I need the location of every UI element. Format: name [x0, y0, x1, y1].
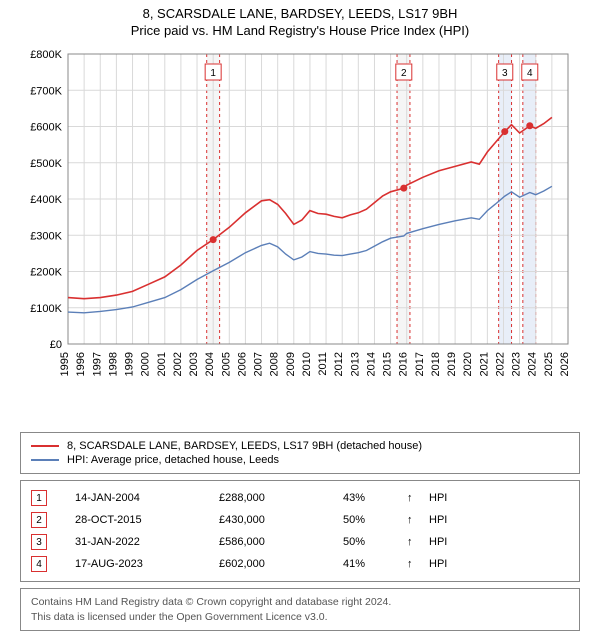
svg-text:2001: 2001	[156, 352, 168, 376]
svg-text:2009: 2009	[285, 352, 297, 376]
legend-swatch	[31, 459, 59, 461]
footer-line: This data is licensed under the Open Gov…	[31, 610, 569, 625]
svg-text:2016: 2016	[398, 352, 410, 376]
svg-text:2010: 2010	[301, 352, 313, 376]
footer-line: Contains HM Land Registry data © Crown c…	[31, 595, 569, 610]
svg-text:1997: 1997	[91, 352, 103, 376]
svg-text:1998: 1998	[107, 352, 119, 376]
sale-pct: 50%	[343, 536, 403, 548]
svg-text:2017: 2017	[414, 352, 426, 376]
svg-text:1: 1	[210, 68, 216, 79]
svg-text:2007: 2007	[253, 352, 265, 376]
svg-text:£800K: £800K	[30, 49, 62, 61]
svg-text:£200K: £200K	[30, 267, 62, 279]
svg-text:1996: 1996	[75, 352, 87, 376]
legend-label: 8, SCARSDALE LANE, BARDSEY, LEEDS, LS17 …	[67, 440, 422, 452]
svg-text:2012: 2012	[333, 352, 345, 376]
svg-text:2006: 2006	[236, 352, 248, 376]
svg-text:2023: 2023	[511, 352, 523, 376]
sale-marker-box: 3	[31, 534, 47, 550]
svg-text:2002: 2002	[172, 352, 184, 376]
sale-date: 28-OCT-2015	[75, 514, 215, 526]
legend-item: HPI: Average price, detached house, Leed…	[31, 453, 569, 467]
svg-text:2019: 2019	[446, 352, 458, 376]
svg-text:2000: 2000	[140, 352, 152, 376]
sale-marker-box: 2	[31, 512, 47, 528]
arrow-up-icon: ↑	[407, 492, 425, 504]
svg-text:2022: 2022	[494, 352, 506, 376]
svg-text:2018: 2018	[430, 352, 442, 376]
price-chart: £0 £100K £200K £300K £400K £500K £600K £700K £80…	[20, 46, 580, 396]
legend: 8, SCARSDALE LANE, BARDSEY, LEEDS, LS17 …	[20, 432, 580, 474]
svg-text:2008: 2008	[269, 352, 281, 376]
svg-text:2026: 2026	[559, 352, 571, 376]
svg-text:1999: 1999	[124, 352, 136, 376]
sale-pct: 43%	[343, 492, 403, 504]
svg-text:2011: 2011	[317, 352, 329, 376]
svg-text:£400K: £400K	[30, 194, 62, 206]
svg-text:4: 4	[527, 68, 533, 79]
sale-price: £288,000	[219, 492, 339, 504]
arrow-up-icon: ↑	[407, 558, 425, 570]
arrow-up-icon: ↑	[407, 514, 425, 526]
sale-suffix: HPI	[429, 514, 569, 526]
table-row: 1 14-JAN-2004 £288,000 43% ↑ HPI	[31, 487, 569, 509]
sale-price: £602,000	[219, 558, 339, 570]
title-line1: 8, SCARSDALE LANE, BARDSEY, LEEDS, LS17 …	[10, 6, 590, 21]
legend-label: HPI: Average price, detached house, Leed…	[67, 454, 279, 466]
svg-text:£300K: £300K	[30, 230, 62, 242]
svg-text:£600K: £600K	[30, 122, 62, 134]
sale-suffix: HPI	[429, 492, 569, 504]
sale-suffix: HPI	[429, 536, 569, 548]
sale-marker-box: 1	[31, 490, 47, 506]
svg-text:2020: 2020	[462, 352, 474, 376]
chart-title: 8, SCARSDALE LANE, BARDSEY, LEEDS, LS17 …	[10, 6, 590, 38]
svg-text:2013: 2013	[349, 352, 361, 376]
svg-text:2: 2	[401, 68, 407, 79]
sale-price: £586,000	[219, 536, 339, 548]
svg-text:2004: 2004	[204, 352, 216, 376]
svg-text:2003: 2003	[188, 352, 200, 376]
svg-text:£100K: £100K	[30, 303, 62, 315]
sale-price: £430,000	[219, 514, 339, 526]
sale-marker-box: 4	[31, 556, 47, 572]
title-line2: Price paid vs. HM Land Registry's House …	[10, 23, 590, 38]
svg-text:2024: 2024	[527, 352, 539, 376]
sale-date: 14-JAN-2004	[75, 492, 215, 504]
svg-text:3: 3	[502, 68, 508, 79]
svg-text:£700K: £700K	[30, 85, 62, 97]
table-row: 2 28-OCT-2015 £430,000 50% ↑ HPI	[31, 509, 569, 531]
svg-text:2014: 2014	[365, 352, 377, 376]
license-footer: Contains HM Land Registry data © Crown c…	[20, 588, 580, 631]
table-row: 3 31-JAN-2022 £586,000 50% ↑ HPI	[31, 531, 569, 553]
svg-text:£500K: £500K	[30, 158, 62, 170]
arrow-up-icon: ↑	[407, 536, 425, 548]
table-row: 4 17-AUG-2023 £602,000 41% ↑ HPI	[31, 553, 569, 575]
legend-item: 8, SCARSDALE LANE, BARDSEY, LEEDS, LS17 …	[31, 439, 569, 453]
svg-text:£0: £0	[50, 339, 62, 351]
sale-pct: 41%	[343, 558, 403, 570]
legend-swatch	[31, 445, 59, 447]
svg-text:2015: 2015	[382, 352, 394, 376]
svg-text:2005: 2005	[220, 352, 232, 376]
svg-text:2025: 2025	[543, 352, 555, 376]
sale-suffix: HPI	[429, 558, 569, 570]
svg-text:1995: 1995	[59, 352, 71, 376]
svg-text:2021: 2021	[478, 352, 490, 376]
sale-date: 31-JAN-2022	[75, 536, 215, 548]
sale-date: 17-AUG-2023	[75, 558, 215, 570]
sale-pct: 50%	[343, 514, 403, 526]
sales-table: 1 14-JAN-2004 £288,000 43% ↑ HPI 2 28-OC…	[20, 480, 580, 582]
